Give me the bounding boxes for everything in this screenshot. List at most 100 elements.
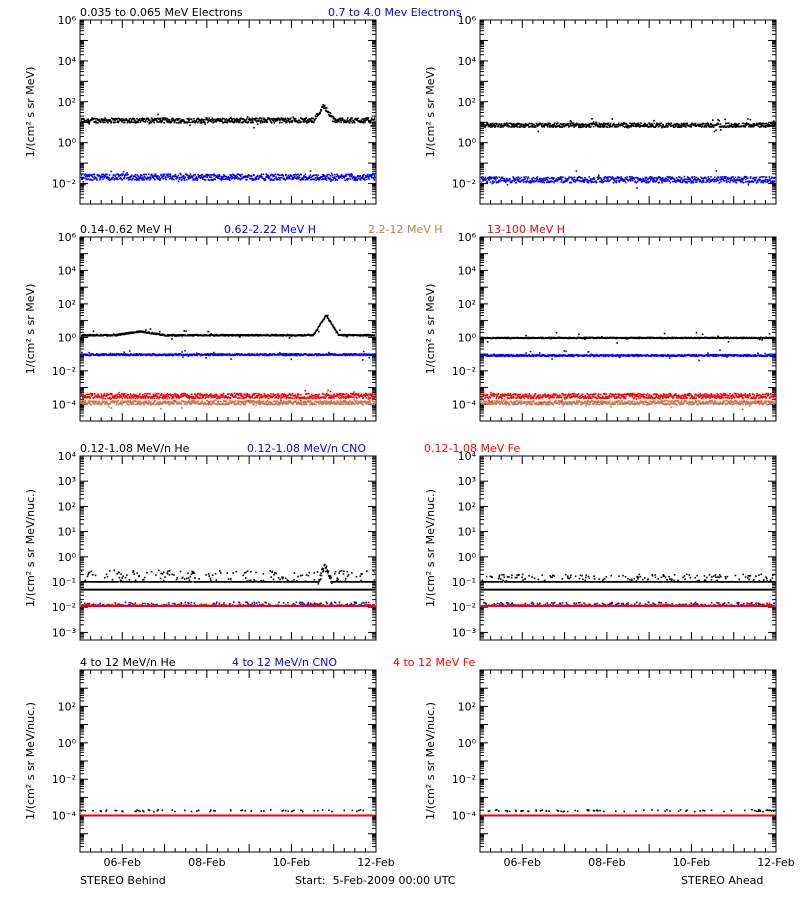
data-point bbox=[253, 174, 255, 176]
data-point bbox=[83, 119, 85, 121]
data-point bbox=[136, 118, 138, 120]
data-point bbox=[202, 178, 204, 180]
data-point bbox=[315, 179, 317, 181]
series-2-2-12-mev-h bbox=[80, 398, 377, 410]
data-point bbox=[717, 180, 719, 182]
data-point bbox=[679, 124, 681, 126]
data-point bbox=[316, 174, 318, 176]
data-point bbox=[146, 174, 148, 176]
data-point bbox=[613, 182, 615, 184]
data-point bbox=[299, 120, 301, 122]
data-point bbox=[336, 176, 338, 178]
data-point bbox=[335, 179, 337, 181]
data-point bbox=[258, 120, 260, 122]
data-point bbox=[724, 119, 726, 121]
data-point bbox=[236, 118, 238, 120]
data-point bbox=[130, 118, 132, 120]
data-point bbox=[528, 124, 530, 126]
data-point bbox=[314, 179, 316, 181]
data-point bbox=[517, 126, 519, 128]
data-point bbox=[88, 352, 90, 354]
data-point bbox=[693, 182, 695, 184]
data-point bbox=[364, 179, 366, 181]
data-point bbox=[699, 126, 701, 128]
data-point bbox=[519, 178, 521, 180]
data-point bbox=[498, 126, 500, 128]
data-point bbox=[324, 107, 326, 109]
data-point bbox=[281, 117, 283, 119]
data-point bbox=[507, 184, 509, 186]
data-point bbox=[165, 177, 167, 179]
data-point bbox=[524, 126, 526, 128]
data-point bbox=[122, 174, 124, 176]
data-point bbox=[118, 121, 120, 123]
data-point bbox=[756, 177, 758, 179]
data-point bbox=[291, 175, 293, 177]
data-point bbox=[188, 118, 190, 120]
data-point bbox=[712, 119, 714, 121]
data-point bbox=[247, 116, 249, 118]
data-point bbox=[618, 126, 620, 128]
data-point bbox=[637, 181, 639, 183]
y-axis-label: 1/(cm² s sr MeV) bbox=[24, 284, 37, 375]
data-point bbox=[249, 118, 251, 120]
data-point bbox=[366, 179, 368, 181]
data-point bbox=[594, 179, 596, 181]
data-point bbox=[703, 181, 705, 183]
data-point bbox=[124, 351, 126, 353]
data-point bbox=[218, 178, 220, 180]
y-tick-label: 10⁰ bbox=[58, 331, 77, 344]
data-point bbox=[487, 181, 489, 183]
data-point bbox=[593, 177, 595, 179]
data-point bbox=[654, 123, 656, 125]
data-point bbox=[211, 118, 213, 120]
data-point bbox=[157, 175, 159, 177]
data-point bbox=[154, 179, 156, 181]
data-point bbox=[541, 178, 543, 180]
data-point bbox=[672, 177, 674, 179]
data-point bbox=[513, 123, 515, 125]
data-point bbox=[731, 123, 733, 125]
data-point bbox=[178, 175, 180, 177]
data-point bbox=[669, 176, 671, 178]
data-point bbox=[331, 173, 333, 175]
data-point bbox=[696, 181, 698, 183]
data-point bbox=[735, 177, 737, 179]
data-point bbox=[269, 177, 271, 179]
data-point bbox=[670, 182, 672, 184]
data-point bbox=[240, 176, 242, 178]
data-point bbox=[629, 122, 631, 124]
data-point bbox=[187, 175, 189, 177]
data-point bbox=[683, 125, 685, 127]
data-point bbox=[609, 124, 611, 126]
data-point bbox=[221, 179, 223, 181]
data-point bbox=[619, 177, 621, 179]
data-point bbox=[132, 178, 134, 180]
data-point bbox=[94, 174, 96, 176]
data-point bbox=[695, 123, 697, 125]
data-point bbox=[188, 175, 190, 177]
data-point bbox=[349, 176, 351, 178]
data-point bbox=[518, 123, 520, 125]
data-point bbox=[239, 120, 241, 122]
data-point bbox=[181, 179, 183, 181]
y-tick-label: 10⁴ bbox=[58, 264, 77, 277]
data-point bbox=[238, 119, 240, 121]
data-point bbox=[296, 355, 298, 357]
data-point bbox=[731, 125, 733, 127]
data-point bbox=[100, 178, 102, 180]
data-point bbox=[591, 118, 593, 120]
data-point bbox=[94, 118, 96, 120]
data-point bbox=[630, 180, 632, 182]
data-point bbox=[707, 176, 709, 178]
data-point bbox=[167, 119, 169, 121]
data-point bbox=[252, 179, 254, 181]
data-point bbox=[341, 178, 343, 180]
data-point bbox=[771, 177, 773, 179]
data-point bbox=[743, 182, 745, 184]
data-point bbox=[168, 176, 170, 178]
data-point bbox=[296, 178, 298, 180]
data-point bbox=[665, 180, 667, 182]
data-point bbox=[230, 358, 232, 360]
data-point bbox=[574, 126, 576, 128]
